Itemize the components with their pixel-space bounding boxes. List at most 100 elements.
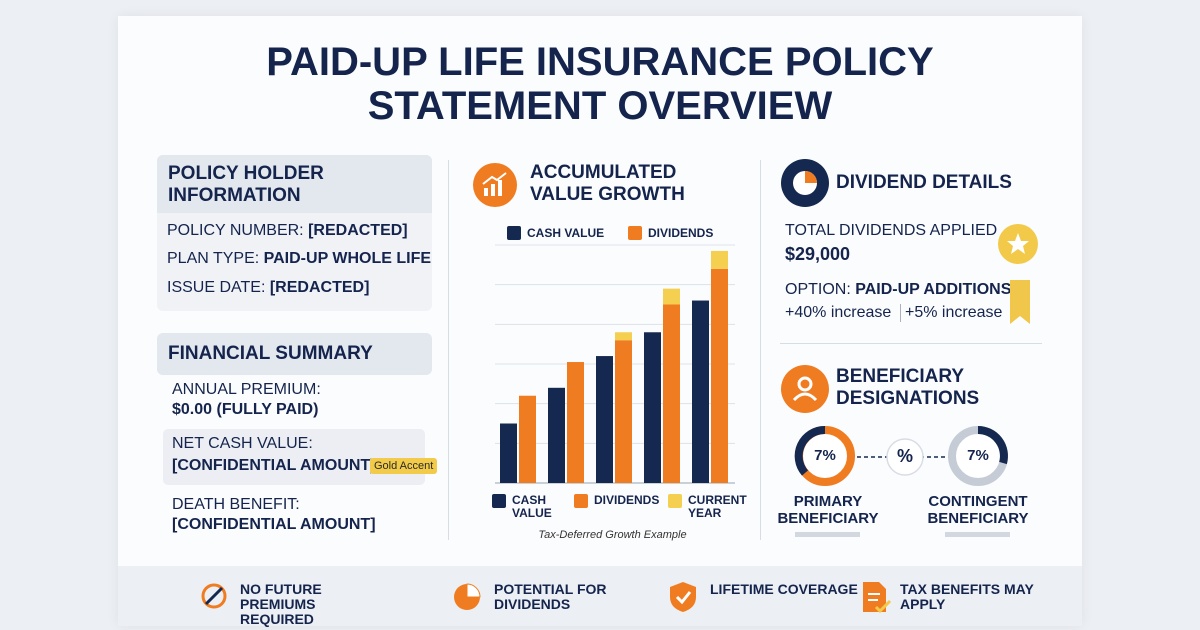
- underline: [795, 532, 860, 537]
- star-icon: [998, 224, 1038, 264]
- item-value: [CONFIDENTIAL AMOUNT]: [172, 516, 376, 533]
- option-value: PAID-UP ADDITIONS: [855, 281, 1012, 298]
- row-label: PLAN TYPE:: [167, 250, 260, 267]
- beneficiary-icon: [781, 365, 829, 413]
- legend-swatch: [668, 494, 682, 508]
- bar: [615, 340, 632, 483]
- legend-swatch: [628, 226, 642, 240]
- bar: [596, 356, 613, 483]
- primary-label: PRIMARY BENEFICIARY: [777, 493, 879, 527]
- footer-text: LIFETIME COVERAGE: [710, 581, 858, 597]
- icon-check: [675, 591, 692, 605]
- bar: [519, 395, 536, 483]
- row-value: PAID-UP WHOLE LIFE: [263, 250, 432, 267]
- donut-part: [977, 426, 1008, 465]
- footer-text: TAX BENEFITS MAY APPLY: [900, 581, 1034, 612]
- footer-icon: [454, 583, 481, 610]
- bar: [711, 250, 728, 269]
- icon-slice: [466, 583, 481, 598]
- bar: [663, 288, 680, 305]
- row-value: [REDACTED]: [269, 279, 370, 296]
- bar: [548, 387, 565, 483]
- option: OPTION: PAID-UP ADDITIONS: [785, 281, 1011, 299]
- icon-bar: [484, 188, 488, 196]
- icon-slash: [204, 586, 224, 606]
- row-label: POLICY NUMBER:: [167, 222, 304, 239]
- icon-bar: [498, 180, 502, 196]
- total-value: $29,000: [785, 244, 851, 264]
- bar: [711, 268, 728, 483]
- badge: Gold Accent: [370, 458, 438, 474]
- row-label: ISSUE DATE:: [167, 279, 266, 296]
- policy-header: [157, 155, 432, 213]
- divider: [760, 160, 761, 540]
- icon-slice: [805, 171, 817, 183]
- ribbon-icon: [1010, 280, 1030, 324]
- legend-label: DIVIDENDS: [648, 226, 714, 240]
- increase: +40% increase: [785, 304, 892, 321]
- item-value: [CONFIDENTIAL AMOUNT]: [172, 457, 376, 474]
- bar: [567, 362, 584, 483]
- bar: [644, 332, 661, 483]
- icon-bar: [491, 184, 495, 196]
- legend-label: CASH VALUE: [512, 493, 552, 520]
- bar: [692, 300, 709, 483]
- ribbon: [1010, 280, 1030, 324]
- item-value: $0.00 (FULLY PAID): [172, 401, 319, 418]
- highlight-box: [163, 429, 425, 485]
- legend-label: CURRENT YEAR: [688, 493, 747, 520]
- plot: [495, 244, 735, 484]
- icon-star: [1007, 233, 1029, 254]
- row: ISSUE DATE: [REDACTED]: [167, 279, 369, 297]
- bar: [615, 332, 632, 341]
- link-circle: [886, 438, 924, 476]
- icon-arrow: [482, 172, 507, 185]
- legend-label: CASH VALUE: [527, 226, 605, 240]
- legend-label: DIVIDENDS: [594, 493, 660, 507]
- section-title: FINANCIAL SUMMARY: [168, 343, 373, 364]
- donut-part: [794, 425, 826, 476]
- footer-icon: [863, 582, 892, 614]
- chart-caption: Tax-Deferred Growth Example: [538, 529, 687, 541]
- row-value: [REDACTED]: [308, 222, 408, 239]
- legend-swatch: [492, 494, 506, 508]
- legend-swatch: [507, 226, 521, 240]
- footer-icon: [670, 582, 696, 612]
- section-title: BENEFICIARY DESIGNATIONS: [836, 366, 980, 409]
- icon-check: [874, 599, 892, 614]
- icon-ring: [201, 583, 227, 609]
- footer-icon: [201, 583, 227, 609]
- chart-title: ACCUMULATED VALUE GROWTH: [530, 162, 685, 205]
- bar: [663, 304, 680, 483]
- legend-swatch: [574, 494, 588, 508]
- footer: [118, 566, 1082, 626]
- total-label: TOTAL DIVIDENDS APPLIED: [785, 222, 998, 239]
- icon-head: [797, 376, 813, 392]
- icon-doc: [863, 582, 886, 612]
- item-label: ANNUAL PREMIUM:: [172, 381, 321, 398]
- contingent-label: CONTINGENT BENEFICIARY: [927, 493, 1029, 527]
- icon-shield: [670, 582, 696, 612]
- page-title: PAID-UP LIFE INSURANCE POLICY STATEMENT …: [266, 40, 934, 128]
- link-pct: %: [896, 446, 913, 466]
- card: [118, 16, 1082, 626]
- option-label: OPTION:: [785, 281, 851, 298]
- separator: [900, 304, 901, 322]
- summary-header: [157, 333, 432, 375]
- divider: [448, 160, 449, 540]
- footer-text: POTENTIAL FOR DIVIDENDS: [494, 581, 607, 612]
- section-title: DIVIDEND DETAILS: [836, 172, 1012, 193]
- row: PLAN TYPE: PAID-UP WHOLE LIFE: [167, 250, 431, 268]
- underline: [945, 532, 1010, 537]
- contingent-pct: 7%: [967, 447, 989, 464]
- dividend-icon: [781, 159, 829, 207]
- primary-pct: 7%: [814, 447, 836, 464]
- row: POLICY NUMBER: [REDACTED]: [167, 222, 408, 240]
- beneficiary-diagram: [794, 425, 1008, 486]
- bar: [500, 423, 517, 483]
- icon-body: [792, 392, 818, 402]
- item-label: NET CASH VALUE:: [172, 435, 313, 452]
- section-title: POLICY HOLDER INFORMATION: [168, 163, 324, 206]
- item-label: DEATH BENEFIT:: [172, 496, 300, 513]
